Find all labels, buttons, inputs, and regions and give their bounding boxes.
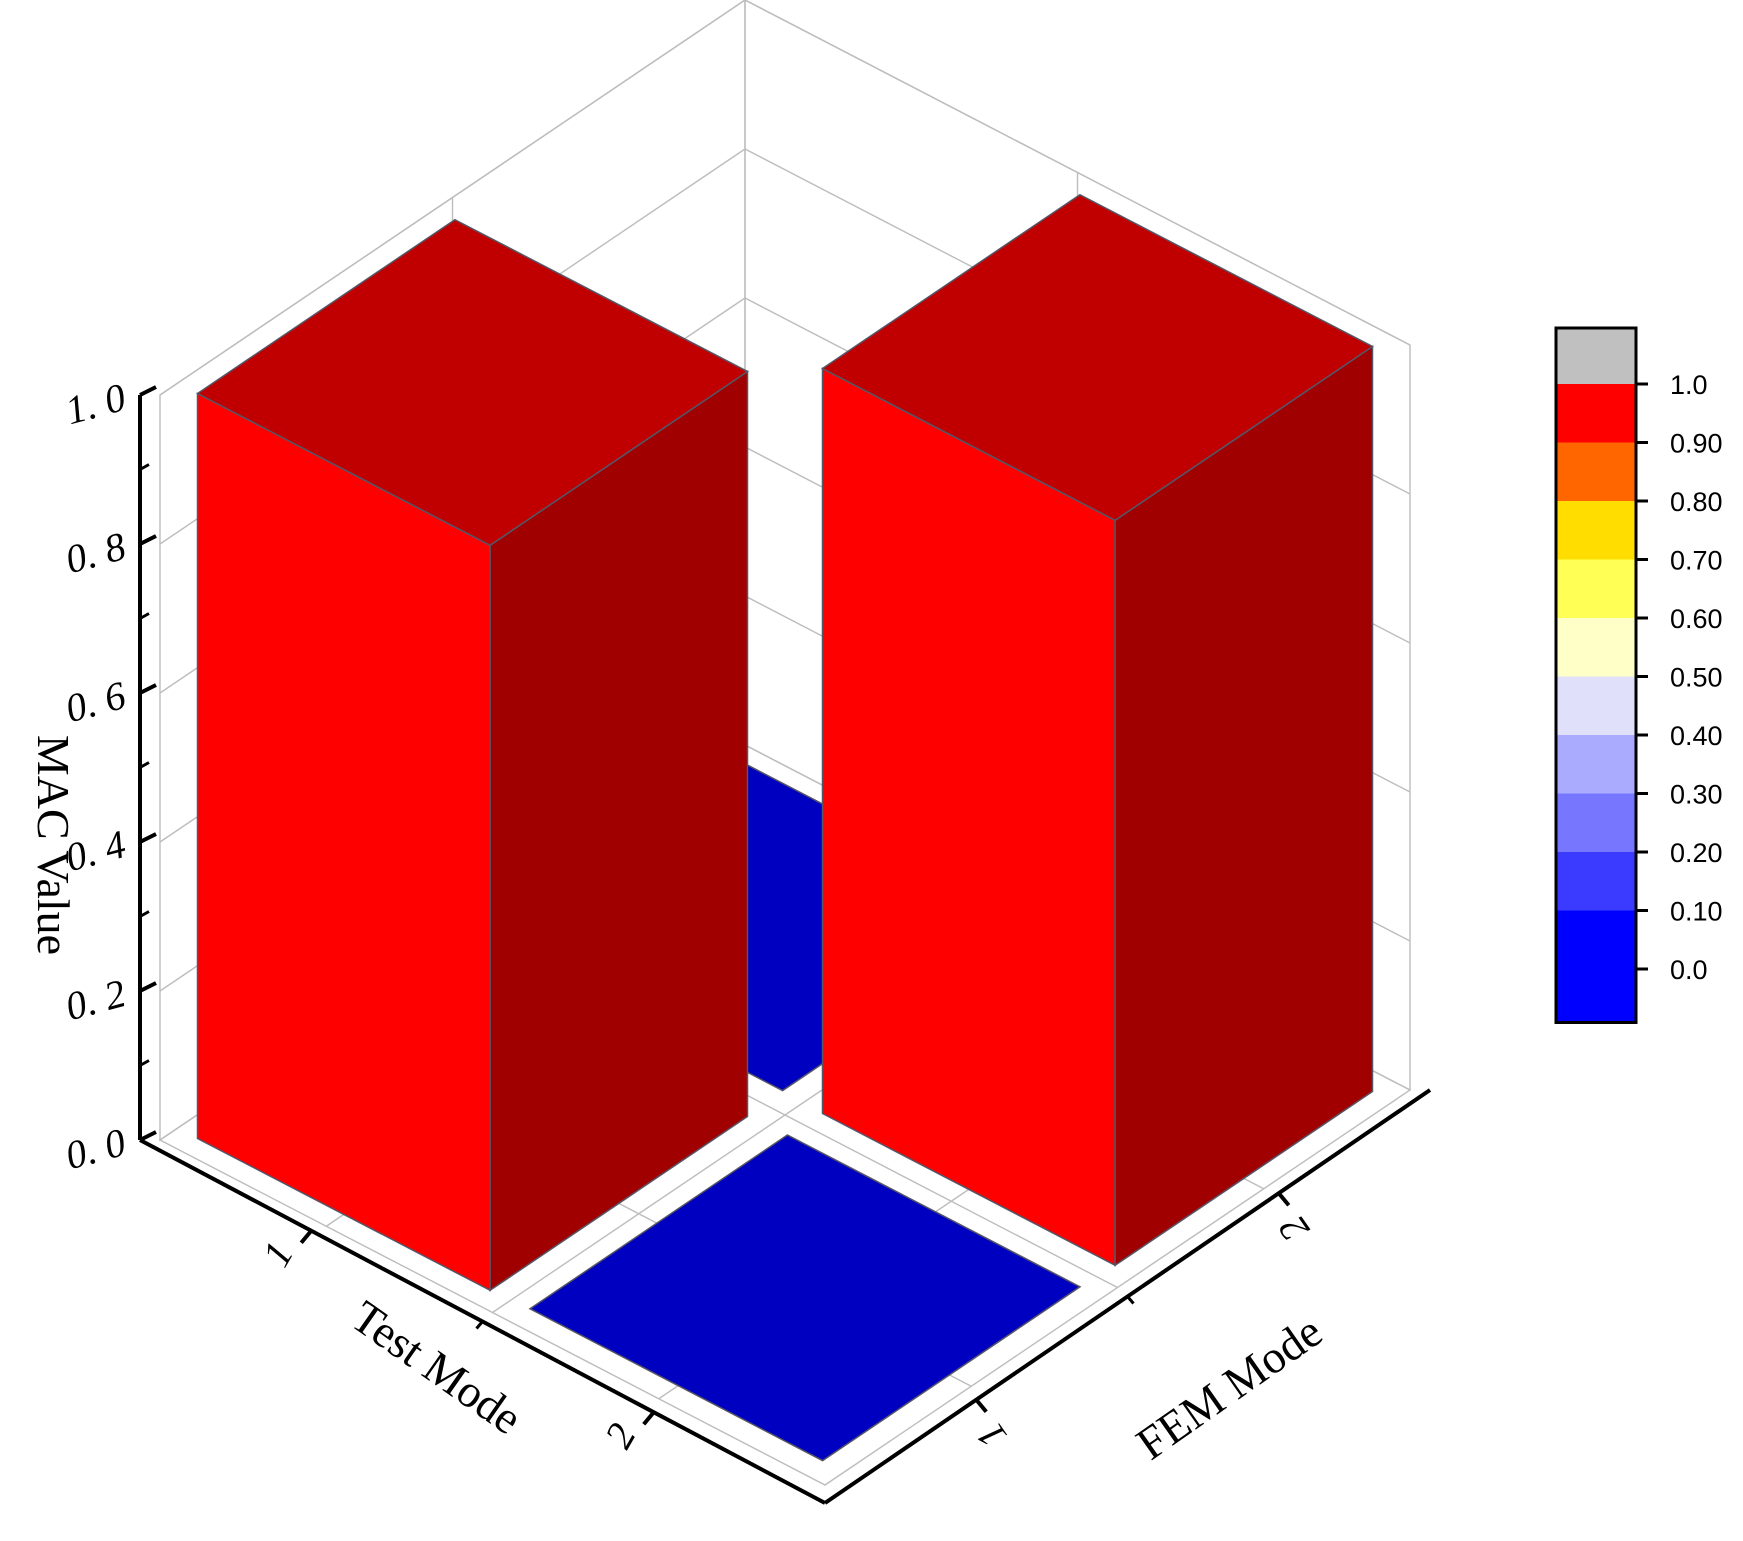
z-tick-label: 0. 2 — [61, 970, 131, 1029]
colorbar-label: 0.0 — [1670, 955, 1708, 985]
colorbar-swatch — [1556, 910, 1636, 1023]
colorbar-label: 0.70 — [1670, 546, 1723, 576]
z-tick — [139, 534, 157, 546]
bar-test1-fem1 — [196, 218, 749, 1292]
x-minor-tick — [475, 1320, 484, 1330]
z-tick — [139, 385, 157, 397]
z-tick-label: 0. 6 — [61, 672, 131, 731]
z-tick — [139, 683, 157, 695]
colorbar-label: 0.90 — [1670, 429, 1723, 459]
y-tick-label: 2 — [1270, 1208, 1318, 1250]
colorbar: 1.0 0.90 0.80 0.70 0.60 0.50 0.40 0.30 0.20 0.10 0… — [1554, 326, 1723, 1024]
bar-top-face — [196, 218, 749, 547]
colorbar-label: 0.60 — [1670, 604, 1723, 634]
colorbar-swatch — [1556, 384, 1636, 443]
x-tick-label: 2 — [596, 1416, 645, 1456]
bar-top-face — [821, 193, 1374, 522]
z-minor-tick — [139, 761, 150, 769]
z-tick — [139, 1130, 157, 1142]
colorbar-swatch — [1556, 501, 1636, 560]
z-tick-label: 0. 8 — [61, 523, 131, 582]
z-minor-tick — [139, 612, 150, 620]
y-tick — [1277, 1191, 1291, 1207]
x-tick — [299, 1229, 313, 1245]
colorbar-label: 1.0 — [1670, 370, 1708, 400]
colorbar-swatch — [1556, 852, 1636, 911]
z-gridline — [159, 0, 1411, 396]
bars-layer — [196, 193, 1374, 1462]
colorbar-label: 0.10 — [1670, 897, 1723, 927]
x-axis-title: Test Mode — [342, 1291, 531, 1445]
z-minor-tick — [139, 1059, 150, 1067]
colorbar-label: 0.40 — [1670, 721, 1723, 751]
y-minor-tick — [1126, 1295, 1135, 1305]
y-tick — [974, 1398, 988, 1414]
z-axis-title: MAC Value — [28, 735, 79, 955]
y-tick-label: 1 — [967, 1414, 1015, 1456]
bar-flat-tile — [528, 1134, 1082, 1462]
colorbar-swatch — [1556, 442, 1636, 501]
y-axis-title: FEM Mode — [1127, 1305, 1331, 1469]
z-minor-tick — [139, 463, 150, 471]
colorbar-label: 0.50 — [1670, 663, 1723, 693]
colorbar-label: 0.80 — [1670, 487, 1723, 517]
colorbar-swatch — [1556, 676, 1636, 735]
x-tick — [642, 1410, 656, 1426]
z-tick — [139, 981, 157, 993]
x-tick-label: 1 — [253, 1234, 302, 1274]
bar-front-face — [821, 367, 1116, 1267]
z-tick-label: 0. 0 — [61, 1119, 131, 1178]
z-tick-label: 1. 0 — [61, 374, 131, 433]
colorbar-swatch — [1556, 735, 1636, 794]
colorbar-swatch — [1556, 559, 1636, 618]
z-minor-tick — [139, 910, 150, 918]
colorbar-label: 0.20 — [1670, 838, 1723, 868]
z-tick — [139, 832, 157, 844]
colorbar-swatch — [1556, 328, 1636, 384]
colorbar-label: 0.30 — [1670, 780, 1723, 810]
axes-layer — [138, 385, 1432, 1505]
colorbar-swatch — [1556, 793, 1636, 852]
bar-front-face — [196, 392, 491, 1292]
bar-test2-fem2 — [821, 193, 1374, 1267]
bar-test2-fem1 — [528, 1134, 1082, 1462]
colorbar-swatch — [1556, 618, 1636, 677]
